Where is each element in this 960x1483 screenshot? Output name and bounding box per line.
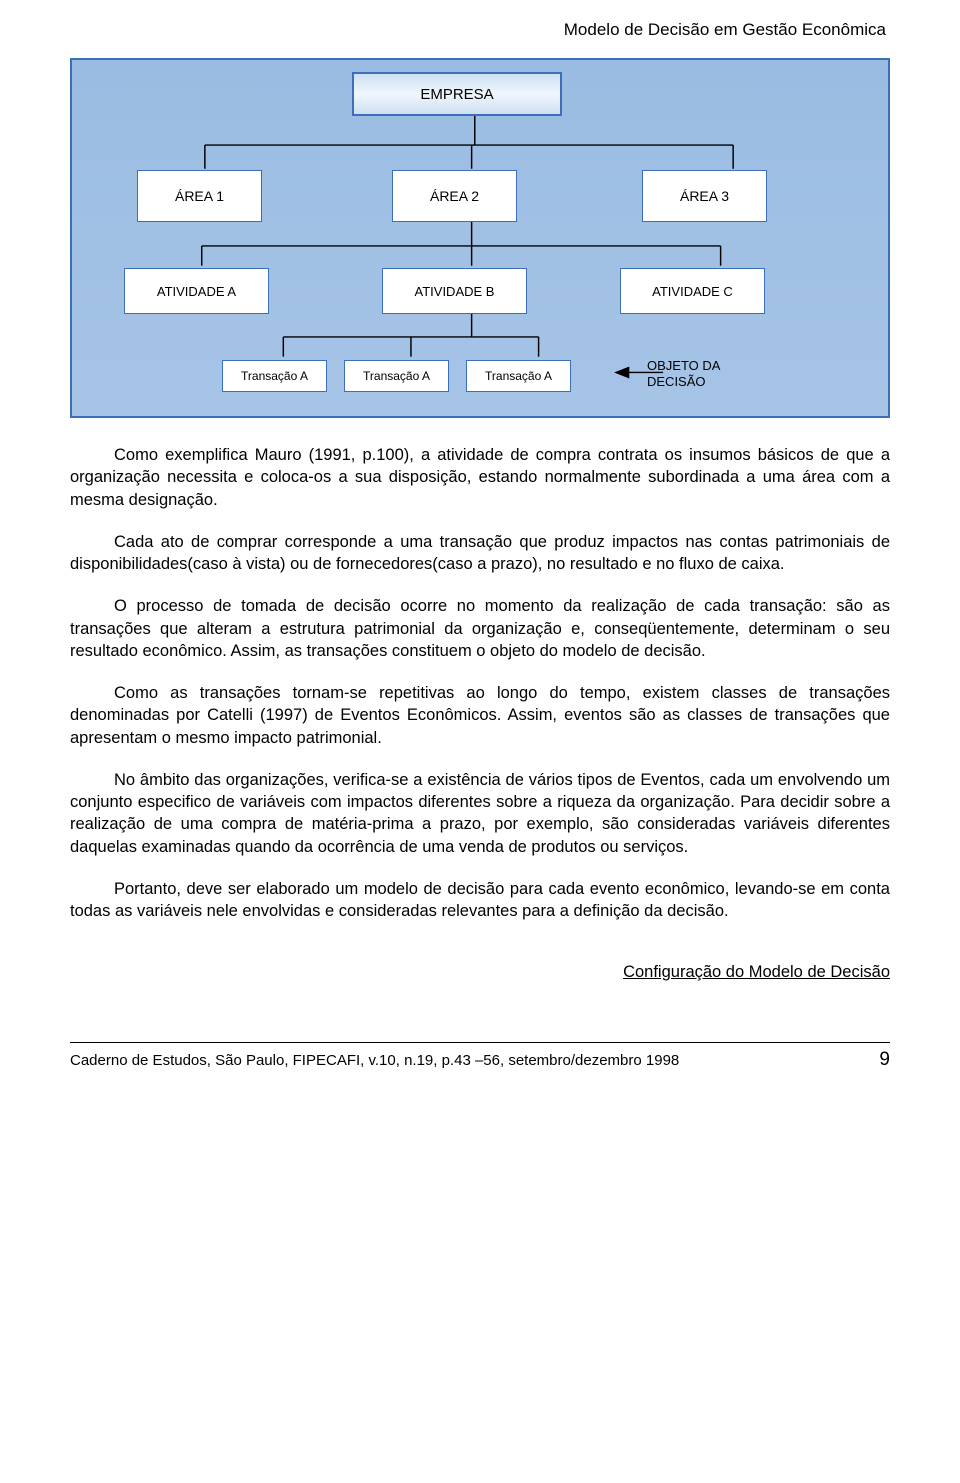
paragraph-5: No âmbito das organizações, verifica-se … bbox=[70, 769, 890, 858]
paragraph-1: Como exemplifica Mauro (1991, p.100), a … bbox=[70, 444, 890, 511]
section-heading: Configuração do Modelo de Decisão bbox=[70, 963, 890, 982]
objeto-label: OBJETO DA DECISÃO bbox=[647, 358, 720, 391]
running-header: Modelo de Decisão em Gestão Econômica bbox=[70, 20, 890, 40]
paragraph-3: O processo de tomada de decisão ocorre n… bbox=[70, 595, 890, 662]
node-area-3: ÁREA 3 bbox=[642, 170, 767, 222]
node-area-1: ÁREA 1 bbox=[137, 170, 262, 222]
paragraph-6: Portanto, deve ser elaborado um modelo d… bbox=[70, 878, 890, 923]
node-atividade-c: ATIVIDADE C bbox=[620, 268, 765, 314]
node-empresa: EMPRESA bbox=[352, 72, 562, 116]
node-transacao-3: Transação A bbox=[466, 360, 571, 392]
paragraph-4: Como as transações tornam-se repetitivas… bbox=[70, 682, 890, 749]
body-text: Como exemplifica Mauro (1991, p.100), a … bbox=[70, 444, 890, 923]
org-diagram: EMPRESA ÁREA 1 ÁREA 2 ÁREA 3 ATIVIDADE A… bbox=[70, 58, 890, 418]
node-area-2: ÁREA 2 bbox=[392, 170, 517, 222]
node-atividade-a: ATIVIDADE A bbox=[124, 268, 269, 314]
objeto-line2: DECISÃO bbox=[647, 374, 706, 389]
objeto-line1: OBJETO DA bbox=[647, 358, 720, 373]
node-transacao-2: Transação A bbox=[344, 360, 449, 392]
paragraph-2: Cada ato de comprar corresponde a uma tr… bbox=[70, 531, 890, 576]
footer-citation: Caderno de Estudos, São Paulo, FIPECAFI,… bbox=[70, 1052, 679, 1069]
node-atividade-b: ATIVIDADE B bbox=[382, 268, 527, 314]
footer: Caderno de Estudos, São Paulo, FIPECAFI,… bbox=[70, 1042, 890, 1071]
node-transacao-1: Transação A bbox=[222, 360, 327, 392]
footer-page-number: 9 bbox=[879, 1049, 890, 1071]
